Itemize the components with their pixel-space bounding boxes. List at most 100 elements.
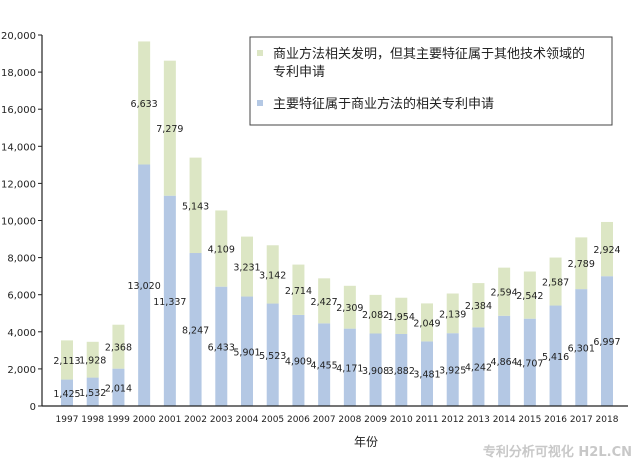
- data-label-other-field: 2,049: [413, 318, 440, 329]
- data-label-other-field: 3,231: [233, 263, 260, 274]
- bar-business-method: [138, 164, 151, 406]
- data-label-other-field: 4,109: [208, 245, 235, 256]
- bar-business-method: [575, 289, 588, 406]
- x-tick-label: 2015: [518, 415, 541, 425]
- data-label-business-method: 8,247: [182, 326, 209, 337]
- bar-other-field: [138, 41, 151, 165]
- bar-business-method: [498, 315, 511, 406]
- bar-other-field: [318, 278, 331, 324]
- x-axis-title: 年份: [354, 435, 378, 449]
- bar-business-method: [215, 286, 228, 406]
- bar-other-field: [266, 245, 279, 304]
- x-tick-label: 2004: [236, 415, 259, 425]
- bar-business-method: [343, 328, 356, 406]
- x-tick-label: 1998: [81, 415, 104, 425]
- bar-other-field: [369, 294, 382, 334]
- bar-business-method: [395, 333, 408, 406]
- bar-other-field: [86, 341, 99, 378]
- data-label-other-field: 2,587: [542, 278, 569, 289]
- data-label-business-method: 13,020: [128, 281, 161, 292]
- bar-business-method: [292, 314, 305, 406]
- y-tick-label: 18,000: [1, 68, 36, 79]
- bar-other-field: [575, 237, 588, 290]
- x-tick-label: 2017: [570, 415, 593, 425]
- x-tick-label: 2011: [416, 415, 439, 425]
- data-label-business-method: 4,707: [516, 358, 543, 369]
- bars: [61, 41, 613, 406]
- x-tick-label: 2008: [338, 415, 361, 425]
- data-labels: 1,425 2,113 1,532 1,928 2,014 2,368 13,020 6,63…: [53, 99, 620, 400]
- y-tick-label: 16,000: [1, 105, 36, 116]
- data-label-business-method: 5,416: [542, 352, 569, 363]
- x-tick-label: 2001: [158, 415, 181, 425]
- data-label-other-field: 2,714: [285, 286, 312, 297]
- x-tick-label: 2003: [210, 415, 233, 425]
- data-label-business-method: 1,425: [53, 389, 80, 400]
- bar-other-field: [112, 324, 125, 369]
- x-axis: 1997 1998 1999 2000 2001 2002 2003 2004 2005 2006…: [56, 415, 619, 425]
- data-label-other-field: 2,542: [516, 291, 543, 302]
- y-tick-label: 6,000: [7, 291, 36, 302]
- data-label-business-method: 11,337: [153, 297, 186, 308]
- data-label-other-field: 2,139: [439, 309, 466, 320]
- bar-other-field: [446, 293, 459, 334]
- x-tick-label: 2005: [261, 415, 284, 425]
- data-label-business-method: 4,455: [311, 361, 338, 372]
- bar-business-method: [189, 253, 202, 406]
- y-tick-label: 20,000: [1, 31, 36, 42]
- x-tick-label: 2010: [390, 415, 413, 425]
- x-tick-label: 2014: [493, 415, 516, 425]
- bar-business-method: [472, 327, 485, 406]
- legend-label-business: 主要特征属于商业方法的相关专利申请: [273, 96, 494, 112]
- bar-other-field: [215, 210, 228, 287]
- bar-business-method: [61, 379, 73, 406]
- bar-other-field: [163, 60, 176, 196]
- legend-swatch-business: [257, 100, 263, 106]
- data-label-other-field: 2,789: [568, 259, 595, 270]
- data-label-business-method: 5,523: [259, 351, 286, 362]
- legend-label-other-line2: 专利申请: [273, 65, 325, 80]
- data-label-business-method: 6,433: [208, 342, 235, 353]
- data-label-other-field: 2,113: [53, 356, 80, 367]
- bar-business-method: [86, 377, 99, 406]
- data-label-business-method: 2,014: [105, 383, 132, 394]
- x-tick-label: 2009: [364, 415, 387, 425]
- data-label-business-method: 4,242: [465, 363, 492, 374]
- data-label-business-method: 3,481: [413, 370, 440, 381]
- bar-business-method: [369, 333, 382, 406]
- data-label-business-method: 6,301: [568, 344, 595, 355]
- bar-business-method: [446, 333, 459, 406]
- bar-business-method: [549, 305, 562, 406]
- bar-other-field: [498, 267, 511, 316]
- data-label-other-field: 2,924: [593, 245, 620, 256]
- bar-other-field: [601, 221, 613, 277]
- legend: 商业方法相关发明，但其主要特征属于其他技术领域的 专利申请 主要特征属于商业方法…: [249, 36, 613, 126]
- legend-label-other-line1: 商业方法相关发明，但其主要特征属于其他技术领域的: [273, 46, 585, 62]
- bar-other-field: [292, 264, 305, 315]
- data-label-business-method: 4,864: [491, 357, 518, 368]
- data-label-business-method: 6,997: [593, 337, 620, 348]
- x-tick-label: 1997: [56, 415, 79, 425]
- data-label-other-field: 2,368: [105, 343, 132, 354]
- bar-business-method: [421, 341, 433, 406]
- bar-other-field: [241, 236, 253, 297]
- data-label-other-field: 2,594: [491, 288, 518, 299]
- data-label-other-field: 5,143: [182, 201, 209, 212]
- bar-business-method: [241, 296, 253, 406]
- y-tick-label: 2,000: [7, 365, 36, 376]
- y-tick-label: 8,000: [7, 254, 36, 265]
- data-label-business-method: 4,909: [285, 356, 312, 367]
- x-tick-label: 2012: [441, 415, 464, 425]
- bar-other-field: [61, 340, 73, 380]
- data-label-other-field: 1,954: [388, 312, 415, 323]
- bar-other-field: [189, 157, 202, 254]
- data-label-other-field: 7,279: [156, 124, 183, 135]
- data-label-other-field: 2,309: [336, 303, 363, 314]
- bar-business-method: [163, 195, 176, 406]
- x-tick-label: 2006: [287, 415, 310, 425]
- x-tick-label: 2018: [596, 415, 619, 425]
- bar-business-method: [266, 303, 279, 406]
- watermark: 专利分析可视化 H2L.CN: [483, 444, 632, 460]
- data-label-other-field: 6,633: [131, 99, 158, 110]
